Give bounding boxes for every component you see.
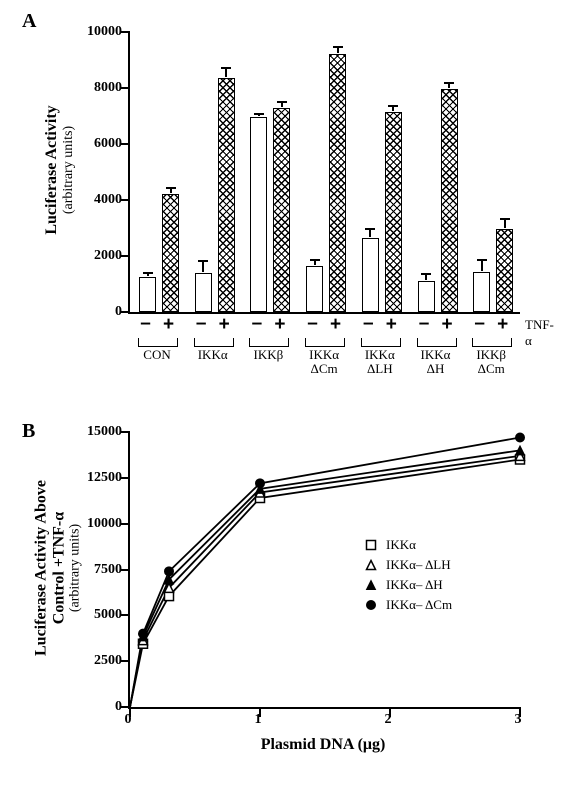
legend-item: IKKα xyxy=(360,535,452,555)
bar-plus xyxy=(162,194,179,312)
x-tick-label: 1 xyxy=(255,712,262,728)
panel-b-x-title: Plasmid DNA (μg) xyxy=(261,736,386,754)
group-label: IKKαΔCm xyxy=(309,348,339,377)
y-tick-label: 2000 xyxy=(94,248,122,264)
panel-b-y-title-2: Control +TNF-α xyxy=(50,512,67,624)
y-tick-label: 4000 xyxy=(94,192,122,208)
group-bracket xyxy=(472,338,512,347)
minus-sign: – xyxy=(363,313,374,335)
group-label: IKKβΔCm xyxy=(476,348,506,377)
tnf-alpha-label: TNF-α xyxy=(525,317,554,349)
panel-a-y-title-main: Luciferase Activity xyxy=(43,105,60,234)
panel-b-y-title-sub: (arbitrary units) xyxy=(68,480,83,656)
bar-plus xyxy=(385,112,402,312)
legend-item: IKKα– ΔCm xyxy=(360,595,452,615)
bar-minus xyxy=(139,277,156,312)
legend-label: IKKα xyxy=(386,537,416,553)
figure: A Luciferase Activity (arbitrary units) … xyxy=(10,10,554,780)
minus-sign: – xyxy=(252,313,263,335)
plus-sign: + xyxy=(441,314,452,336)
bar-minus xyxy=(473,272,490,312)
group-label: IKKα xyxy=(198,348,228,362)
x-tick-label: 2 xyxy=(385,712,392,728)
y-tick-label: 7500 xyxy=(94,562,122,578)
y-tick-label: 8000 xyxy=(94,80,122,96)
x-tick-label: 0 xyxy=(125,712,132,728)
y-tick-label: 6000 xyxy=(94,136,122,152)
y-tick-label: 15000 xyxy=(87,424,122,440)
y-tick-label: 10000 xyxy=(87,24,122,40)
bar-minus xyxy=(362,238,379,312)
group-bracket xyxy=(305,338,345,347)
plus-sign: + xyxy=(330,314,341,336)
y-tick-label: 0 xyxy=(115,699,122,715)
group-label: CON xyxy=(143,348,170,362)
group-bracket xyxy=(417,338,457,347)
minus-sign: – xyxy=(140,313,151,335)
panel-a-y-title-sub: (arbitrary units) xyxy=(61,105,77,234)
legend-label: IKKα– ΔCm xyxy=(386,597,452,613)
bar-plus xyxy=(218,78,235,312)
plus-sign: + xyxy=(163,314,174,336)
legend-label: IKKα– ΔLH xyxy=(386,557,451,573)
y-tick-label: 2500 xyxy=(94,653,122,669)
bar-minus xyxy=(195,273,212,312)
panel-b-legend: IKKα IKKα– ΔLH IKKα– ΔH IKKα– ΔCm xyxy=(360,535,452,615)
group-bracket xyxy=(361,338,401,347)
minus-sign: – xyxy=(474,313,485,335)
plus-sign: + xyxy=(386,314,397,336)
bar-plus xyxy=(329,54,346,312)
bar-minus xyxy=(250,117,267,312)
y-tick-label: 10000 xyxy=(87,516,122,532)
group-label: IKKβ xyxy=(254,348,284,362)
panel-a: A Luciferase Activity (arbitrary units) … xyxy=(10,10,554,400)
group-label: IKKαΔLH xyxy=(365,348,395,377)
panel-b: B Luciferase Activity Above Control +TNF… xyxy=(10,420,554,780)
panel-a-chart: 0200040006000800010000 xyxy=(128,32,520,314)
bar-plus xyxy=(441,89,458,312)
y-tick-label: 12500 xyxy=(87,470,122,486)
group-bracket xyxy=(138,338,178,347)
plus-sign: + xyxy=(497,314,508,336)
group-bracket xyxy=(194,338,234,347)
minus-sign: – xyxy=(307,313,318,335)
bar-minus xyxy=(306,266,323,312)
y-tick-label: 5000 xyxy=(94,607,122,623)
y-tick-label: 0 xyxy=(115,304,122,320)
bar-plus xyxy=(273,108,290,312)
panel-a-sign-row: –+–+–+–+–+–+–+ xyxy=(128,316,518,334)
plus-sign: + xyxy=(219,314,230,336)
panel-a-label: A xyxy=(22,10,36,33)
panel-b-chart: 0250050007500100001250015000 xyxy=(128,432,520,709)
panel-b-y-title: Luciferase Activity Above Control +TNF-α… xyxy=(33,480,84,656)
panel-b-y-title-1: Luciferase Activity Above xyxy=(33,480,50,656)
bar-plus xyxy=(496,229,513,312)
group-label: IKKαΔH xyxy=(421,348,451,377)
legend-item: IKKα– ΔH xyxy=(360,575,452,595)
panel-b-label: B xyxy=(22,420,35,443)
plus-sign: + xyxy=(274,314,285,336)
legend-label: IKKα– ΔH xyxy=(386,577,443,593)
panel-b-plot xyxy=(130,432,520,707)
x-tick-label: 3 xyxy=(515,712,522,728)
legend-item: IKKα– ΔLH xyxy=(360,555,452,575)
panel-a-y-title: Luciferase Activity (arbitrary units) xyxy=(43,105,77,234)
bar-minus xyxy=(418,281,435,312)
minus-sign: – xyxy=(419,313,430,335)
minus-sign: – xyxy=(196,313,207,335)
group-bracket xyxy=(249,338,289,347)
